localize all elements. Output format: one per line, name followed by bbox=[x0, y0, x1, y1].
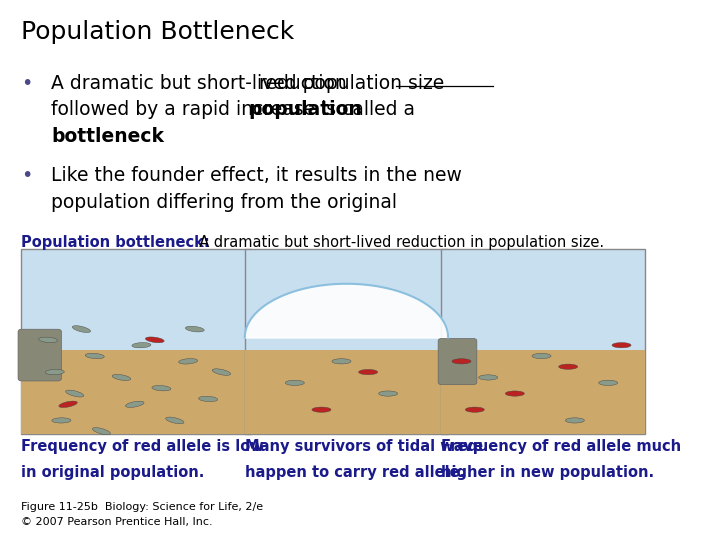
Text: bottleneck: bottleneck bbox=[51, 126, 164, 146]
Ellipse shape bbox=[559, 364, 577, 369]
FancyBboxPatch shape bbox=[245, 248, 448, 434]
Text: •: • bbox=[22, 166, 33, 185]
FancyBboxPatch shape bbox=[18, 329, 61, 381]
Ellipse shape bbox=[212, 369, 231, 375]
Text: Population Bottleneck: Population Bottleneck bbox=[22, 20, 294, 44]
Ellipse shape bbox=[152, 385, 171, 392]
Text: higher in new population.: higher in new population. bbox=[441, 465, 654, 480]
Text: A dramatic but short-lived population size: A dramatic but short-lived population si… bbox=[51, 74, 451, 93]
Ellipse shape bbox=[479, 375, 498, 380]
Ellipse shape bbox=[72, 326, 91, 332]
FancyBboxPatch shape bbox=[245, 350, 448, 434]
FancyBboxPatch shape bbox=[438, 339, 477, 384]
Ellipse shape bbox=[359, 369, 378, 375]
Ellipse shape bbox=[505, 391, 524, 396]
Ellipse shape bbox=[332, 359, 351, 364]
FancyBboxPatch shape bbox=[22, 350, 251, 434]
Ellipse shape bbox=[112, 375, 131, 380]
Text: A dramatic but short-lived reduction in population size.: A dramatic but short-lived reduction in … bbox=[190, 235, 604, 250]
Ellipse shape bbox=[165, 418, 184, 423]
Ellipse shape bbox=[452, 359, 471, 364]
Ellipse shape bbox=[565, 418, 585, 423]
Ellipse shape bbox=[66, 390, 84, 396]
Text: reduction: reduction bbox=[258, 74, 346, 93]
Ellipse shape bbox=[52, 417, 71, 423]
FancyBboxPatch shape bbox=[441, 350, 645, 434]
Ellipse shape bbox=[532, 353, 551, 359]
Ellipse shape bbox=[125, 401, 144, 407]
Text: Figure 11-25b  Biology: Science for Life, 2/e: Figure 11-25b Biology: Science for Life,… bbox=[22, 502, 264, 512]
Ellipse shape bbox=[465, 407, 485, 413]
Ellipse shape bbox=[598, 380, 618, 386]
Text: •: • bbox=[22, 74, 33, 93]
Ellipse shape bbox=[59, 401, 77, 408]
Text: © 2007 Pearson Prentice Hall, Inc.: © 2007 Pearson Prentice Hall, Inc. bbox=[22, 517, 213, 527]
Text: in original population.: in original population. bbox=[22, 465, 204, 480]
Text: Population bottleneck:: Population bottleneck: bbox=[22, 235, 210, 250]
Text: Many survivors of tidal wave: Many survivors of tidal wave bbox=[245, 439, 483, 454]
Ellipse shape bbox=[185, 326, 204, 332]
Ellipse shape bbox=[145, 337, 164, 343]
Text: population differing from the original: population differing from the original bbox=[51, 193, 397, 212]
Ellipse shape bbox=[379, 391, 397, 396]
Ellipse shape bbox=[285, 380, 305, 386]
Text: happen to carry red allele.: happen to carry red allele. bbox=[245, 465, 465, 480]
Text: Like the founder effect, it results in the new: Like the founder effect, it results in t… bbox=[51, 166, 462, 185]
Text: followed by a rapid increase is called a: followed by a rapid increase is called a bbox=[51, 100, 421, 119]
Ellipse shape bbox=[199, 396, 217, 402]
Ellipse shape bbox=[132, 342, 151, 348]
Ellipse shape bbox=[612, 342, 631, 348]
FancyBboxPatch shape bbox=[22, 248, 251, 434]
Text: population: population bbox=[248, 100, 362, 119]
Ellipse shape bbox=[179, 359, 197, 364]
Ellipse shape bbox=[45, 369, 64, 375]
Ellipse shape bbox=[39, 336, 58, 343]
FancyBboxPatch shape bbox=[441, 248, 645, 434]
Text: Frequency of red allele much: Frequency of red allele much bbox=[441, 439, 682, 454]
Ellipse shape bbox=[312, 407, 331, 413]
Text: Frequency of red allele is low: Frequency of red allele is low bbox=[22, 439, 264, 454]
Ellipse shape bbox=[92, 428, 110, 435]
Ellipse shape bbox=[86, 353, 104, 359]
